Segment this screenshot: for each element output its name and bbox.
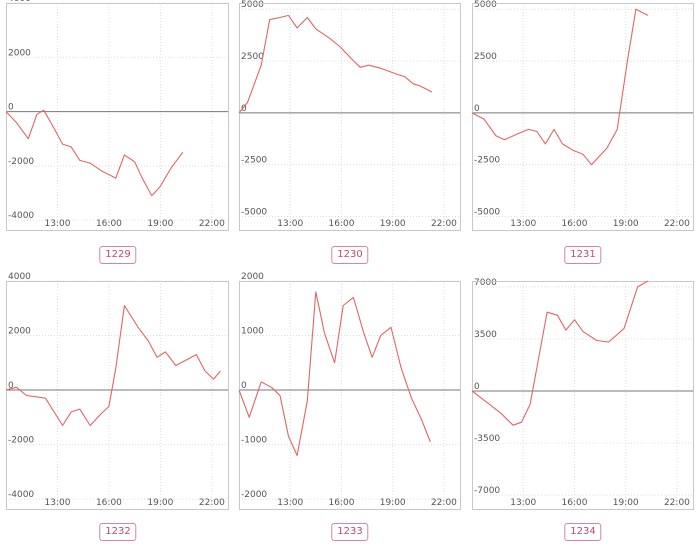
x-tick-label: 19:00 [380,498,406,508]
x-tick-label: 19:00 [613,219,639,229]
x-tick-label: 13:00 [510,498,536,508]
x-tick-label: 22:00 [664,498,690,508]
chart-svg-1232: -4000 -2000 0 2000 4000 13:00 16:00 19:00 22:00 [5,272,229,510]
y-tick-label: -5000 [241,207,267,217]
chart-svg-1234: -7000 -3500 0 3500 7000 13:00 16:00 19:00 22:00 [471,278,694,510]
x-tick-label: 22:00 [431,498,457,508]
chart-label-badge[interactable]: 1233 [331,523,369,541]
y-tick-label: 5000 [474,0,497,10]
x-tick-label: 13:00 [44,498,70,508]
chart-panel-1230: -5000 -2500 0 2500 5000 13:00 16:00 19:00 22:00 [238,0,461,231]
y-tick-label: -3500 [474,434,500,444]
y-tick-label: 0 [474,104,480,114]
y-tick-label: 7000 [474,278,497,288]
chart-label-badge[interactable]: 1232 [99,523,137,541]
y-tick-label: -2500 [474,156,500,166]
chart-frame [239,281,461,510]
chart-panel-1231: -5000 -2500 0 2500 5000 13:00 16:00 19:00 22:00 [471,0,694,231]
x-tick-label: 22:00 [431,219,457,229]
x-tick-label: 19:00 [147,219,173,229]
x-tick-label: 16:00 [328,498,354,508]
chart-frame [6,3,229,231]
series-line [5,304,221,427]
chart-svg-1229: -4000 -2000 0 2000 4000 13:00 16:00 19:00 22:00 [5,0,229,231]
y-tick-label: 0 [8,381,14,391]
y-tick-label: 0 [8,103,14,113]
x-tick-label: 19:00 [613,498,639,508]
y-tick-label: -1000 [241,436,267,446]
y-tick-label: -7000 [474,486,500,496]
y-tick-label: -5000 [474,207,500,217]
x-tick-label: 16:00 [96,498,122,508]
series-line [471,8,649,166]
y-tick-label: 4000 [8,0,31,4]
x-tick-label: 16:00 [96,219,122,229]
y-tick-label: 3500 [474,330,497,340]
x-tick-label: 16:00 [561,498,587,508]
series-line [238,291,431,457]
chart-svg-1231: -5000 -2500 0 2500 5000 13:00 16:00 19:00 22:00 [471,0,694,231]
y-tick-label: 0 [241,381,247,391]
y-tick-label: -4000 [8,211,34,221]
x-tick-label: 19:00 [380,219,406,229]
chart-label-badge[interactable]: 1230 [331,246,369,264]
series-line [471,280,649,426]
chart-panel-1234: -7000 -3500 0 3500 7000 13:00 16:00 19:00 22:00 [471,278,694,510]
chart-svg-1233: -2000 -1000 0 1000 2000 13:00 16:00 19:00 22:00 [238,272,461,510]
y-tick-label: -2000 [241,490,267,500]
x-tick-label: 22:00 [199,219,225,229]
x-tick-label: 13:00 [277,498,303,508]
series-line [238,14,433,114]
y-tick-label: 2500 [474,52,497,62]
chart-panel-1232: -4000 -2000 0 2000 4000 13:00 16:00 19:00 22:00 [5,272,229,510]
x-tick-label: 16:00 [328,219,354,229]
y-tick-label: -2000 [8,436,34,446]
chart-panel-1229: -4000 -2000 0 2000 4000 13:00 16:00 19:00 22:00 [5,0,229,231]
chart-panel-1233: -2000 -1000 0 1000 2000 13:00 16:00 19:00 22:00 [238,272,461,510]
series-line [5,109,184,197]
y-tick-label: 0 [474,382,480,392]
chart-label-badge[interactable]: 1229 [99,246,137,264]
y-tick-label: 1000 [241,327,264,337]
x-tick-label: 19:00 [147,498,173,508]
chart-label-badge[interactable]: 1234 [564,523,602,541]
y-tick-label: 4000 [8,272,31,282]
y-tick-label: 2000 [8,48,31,58]
x-tick-label: 22:00 [664,219,690,229]
x-tick-label: 16:00 [561,219,587,229]
chart-frame [472,3,694,231]
chart-frame [472,281,694,510]
y-tick-label: 2000 [8,327,31,337]
y-tick-label: 5000 [241,0,264,10]
chart-frame [6,281,229,510]
y-tick-label: 2500 [241,52,264,62]
chart-frame [239,3,461,231]
y-tick-label: -2500 [241,156,267,166]
chart-label-badge[interactable]: 1231 [564,246,602,264]
chart-svg-1230: -5000 -2500 0 2500 5000 13:00 16:00 19:00 22:00 [238,0,461,231]
y-tick-label: -4000 [8,490,34,500]
x-tick-label: 13:00 [277,219,303,229]
x-tick-label: 13:00 [44,219,70,229]
y-tick-label: -2000 [8,157,34,167]
x-tick-label: 13:00 [510,219,536,229]
y-tick-label: 2000 [241,272,264,282]
x-tick-label: 22:00 [199,498,225,508]
y-tick-label: 0 [241,104,247,114]
